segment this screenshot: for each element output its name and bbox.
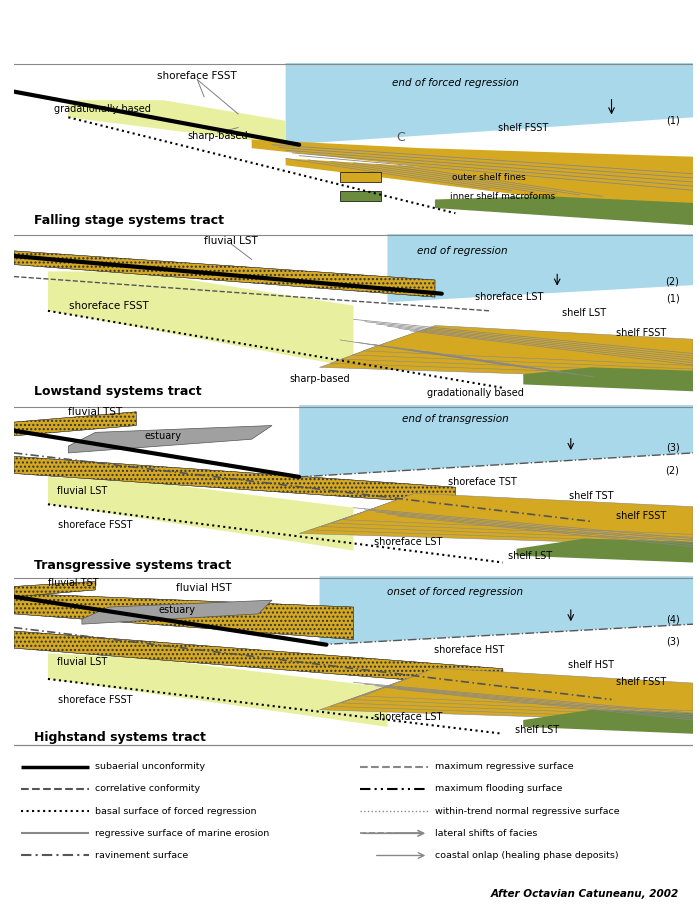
Text: (3): (3) [666, 443, 680, 453]
Polygon shape [14, 631, 503, 688]
Text: shoreface LST: shoreface LST [374, 537, 442, 547]
Polygon shape [340, 191, 381, 201]
Polygon shape [524, 709, 693, 734]
Polygon shape [342, 494, 693, 535]
Polygon shape [435, 196, 693, 226]
Polygon shape [342, 673, 693, 717]
Text: coastal onlap (healing phase deposits): coastal onlap (healing phase deposits) [435, 851, 619, 860]
Text: (2): (2) [666, 465, 680, 475]
Polygon shape [330, 333, 693, 376]
Text: (1): (1) [666, 294, 680, 304]
Text: regressive surface of marine erosion: regressive surface of marine erosion [95, 829, 270, 838]
Polygon shape [69, 101, 286, 145]
Text: lateral shifts of facies: lateral shifts of facies [435, 829, 538, 838]
Text: maximum regressive surface: maximum regressive surface [435, 762, 573, 771]
Text: fluvial LST: fluvial LST [204, 236, 258, 246]
Polygon shape [14, 412, 136, 436]
Polygon shape [517, 538, 693, 563]
Polygon shape [319, 679, 693, 722]
Text: onset of forced regression: onset of forced regression [387, 586, 524, 597]
Polygon shape [48, 477, 354, 551]
Text: shoreface FSST: shoreface FSST [158, 72, 237, 82]
Text: shelf LST: shelf LST [514, 726, 559, 736]
Text: shoreface FSST: shoreface FSST [58, 695, 133, 705]
Text: shoreface LST: shoreface LST [374, 711, 442, 721]
Text: shelf LST: shelf LST [562, 307, 606, 317]
Text: outer shelf fines: outer shelf fines [452, 173, 526, 182]
Text: Falling stage systems tract: Falling stage systems tract [34, 214, 225, 226]
Text: subaerial unconformity: subaerial unconformity [95, 762, 206, 771]
Text: end of forced regression: end of forced regression [392, 78, 519, 88]
Text: C: C [397, 131, 405, 144]
Text: fluvial LST: fluvial LST [57, 657, 107, 667]
Polygon shape [330, 676, 693, 719]
Text: fluvial HST: fluvial HST [176, 583, 232, 593]
Polygon shape [342, 331, 693, 372]
Polygon shape [14, 582, 95, 597]
Text: sharp-based: sharp-based [188, 131, 248, 141]
Polygon shape [319, 576, 693, 645]
Text: shelf FSST: shelf FSST [615, 328, 666, 338]
Text: After Octavian Catuneanu, 2002: After Octavian Catuneanu, 2002 [491, 889, 680, 899]
Text: maximum flooding surface: maximum flooding surface [435, 785, 562, 794]
Polygon shape [524, 367, 693, 391]
Text: Highstand systems tract: Highstand systems tract [34, 730, 206, 744]
Text: estuary: estuary [158, 605, 195, 615]
Text: shelf TST: shelf TST [569, 491, 613, 501]
Polygon shape [299, 405, 693, 477]
Text: fluvial TST: fluvial TST [69, 407, 122, 417]
Text: gradationally based: gradationally based [54, 104, 150, 114]
Text: fluvial LST: fluvial LST [57, 486, 107, 496]
Text: (1): (1) [666, 116, 680, 126]
Polygon shape [352, 328, 693, 369]
Polygon shape [299, 505, 693, 545]
Polygon shape [319, 336, 693, 380]
Polygon shape [82, 600, 272, 624]
Text: shoreface FSST: shoreface FSST [69, 301, 149, 311]
Polygon shape [286, 63, 693, 145]
Text: shelf FSST: shelf FSST [615, 678, 666, 688]
Text: shoreface HST: shoreface HST [434, 645, 504, 655]
Text: end of transgression: end of transgression [402, 414, 509, 424]
Polygon shape [388, 234, 693, 303]
Text: Lowstand systems tract: Lowstand systems tract [34, 385, 202, 398]
Polygon shape [48, 272, 354, 367]
Text: sharp-based: sharp-based [289, 374, 350, 384]
Text: correlative conformity: correlative conformity [95, 785, 201, 794]
Text: basal surface of forced regression: basal surface of forced regression [95, 806, 257, 815]
Text: shoreface FSST: shoreface FSST [58, 520, 133, 530]
Text: (4): (4) [666, 614, 680, 624]
Polygon shape [286, 159, 693, 217]
Polygon shape [352, 670, 693, 714]
Text: shoreface TST: shoreface TST [448, 477, 517, 487]
Text: (2): (2) [666, 276, 680, 286]
Polygon shape [332, 496, 693, 537]
Polygon shape [310, 502, 693, 543]
Text: shoreface LST: shoreface LST [475, 292, 544, 302]
Text: estuary: estuary [145, 431, 182, 441]
Text: within-trend normal regressive surface: within-trend normal regressive surface [435, 806, 620, 815]
Text: shelf LST: shelf LST [508, 551, 552, 561]
Text: Transgressive systems tract: Transgressive systems tract [34, 559, 232, 573]
Text: inner shelf macroforms: inner shelf macroforms [450, 191, 555, 200]
Polygon shape [252, 140, 693, 196]
Polygon shape [14, 593, 354, 640]
Polygon shape [14, 251, 435, 297]
Text: shelf FSST: shelf FSST [498, 122, 548, 132]
Text: shelf FSST: shelf FSST [615, 511, 666, 521]
Polygon shape [14, 457, 456, 505]
Polygon shape [69, 426, 272, 453]
Polygon shape [363, 668, 693, 711]
Polygon shape [363, 325, 693, 366]
Text: ravinement surface: ravinement surface [95, 851, 189, 860]
Text: shelf HST: shelf HST [568, 660, 614, 670]
Polygon shape [321, 499, 693, 540]
Text: gradationally based: gradationally based [427, 388, 524, 398]
Polygon shape [48, 653, 388, 727]
Text: end of regression: end of regression [416, 246, 508, 255]
Text: fluvial TST: fluvial TST [48, 578, 99, 588]
Polygon shape [340, 172, 381, 182]
Text: (3): (3) [666, 636, 680, 646]
